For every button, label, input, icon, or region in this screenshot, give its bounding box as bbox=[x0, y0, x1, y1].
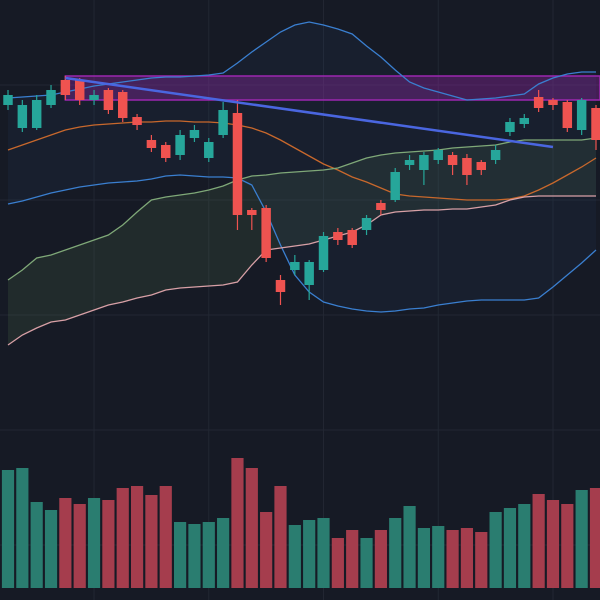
candle-body bbox=[519, 118, 530, 124]
volume-bar bbox=[589, 488, 600, 588]
volume-bar bbox=[346, 530, 359, 588]
candle-body bbox=[505, 122, 515, 132]
candle-body bbox=[117, 92, 128, 118]
candle-body bbox=[548, 100, 558, 105]
candle-body bbox=[132, 117, 142, 125]
candle-body bbox=[3, 95, 13, 105]
candle-body bbox=[533, 97, 544, 108]
volume-bar bbox=[417, 528, 430, 588]
volume-bar bbox=[159, 486, 172, 588]
volume-bar bbox=[331, 538, 344, 588]
volume-bar bbox=[174, 522, 187, 588]
volume-bar bbox=[30, 502, 43, 588]
candle-body bbox=[46, 90, 56, 105]
candle-body bbox=[232, 113, 243, 215]
volume-bar bbox=[188, 524, 201, 588]
volume-bar bbox=[1, 470, 15, 588]
volume-bar bbox=[317, 518, 330, 588]
volume-bar bbox=[217, 518, 230, 588]
volume-bar bbox=[503, 508, 517, 588]
indicator-line bbox=[7, 174, 597, 313]
candle-body bbox=[275, 280, 286, 292]
candle-body bbox=[60, 80, 71, 95]
candle-body bbox=[17, 105, 28, 128]
candle-body bbox=[31, 100, 42, 128]
volume-bar bbox=[245, 468, 258, 588]
volume-bar bbox=[374, 530, 387, 588]
volume-bar bbox=[130, 486, 144, 588]
volume-bar bbox=[303, 520, 316, 588]
candle-body bbox=[462, 158, 472, 175]
candle-body bbox=[419, 155, 429, 170]
volume-bar bbox=[288, 525, 301, 588]
volume-bar bbox=[403, 506, 416, 588]
candle-body bbox=[103, 90, 114, 110]
volume-bar bbox=[446, 530, 459, 588]
candle-body bbox=[390, 172, 400, 200]
volume-bar bbox=[231, 458, 244, 588]
candle-body bbox=[89, 95, 99, 100]
volume-bar bbox=[102, 500, 115, 588]
candle-body bbox=[304, 262, 314, 285]
candle-body bbox=[476, 162, 487, 170]
candle-body bbox=[189, 130, 200, 138]
volume-bar bbox=[116, 488, 129, 588]
candle-body bbox=[376, 203, 386, 210]
candle-body bbox=[404, 160, 415, 165]
candle-body bbox=[347, 230, 357, 245]
volume-bar bbox=[575, 490, 588, 588]
volume-bar bbox=[59, 498, 72, 588]
indicator-line bbox=[7, 120, 597, 201]
candle-body bbox=[161, 145, 171, 158]
candle-body bbox=[261, 208, 271, 258]
volume-bar bbox=[432, 526, 445, 588]
volume-bar bbox=[460, 528, 474, 588]
volume-bar bbox=[518, 504, 531, 588]
volume-bar bbox=[274, 486, 287, 588]
candle-body bbox=[290, 262, 300, 270]
candle-body bbox=[576, 100, 587, 130]
candle-body bbox=[333, 232, 343, 240]
candle-body bbox=[247, 210, 257, 215]
candle-body bbox=[490, 150, 501, 160]
indicator-line bbox=[7, 195, 596, 346]
candle-body bbox=[146, 140, 157, 148]
volume-bar bbox=[87, 498, 101, 588]
trend-line bbox=[65, 76, 554, 149]
candle-body bbox=[447, 155, 458, 165]
candle-body bbox=[361, 218, 372, 230]
candle-body bbox=[218, 110, 228, 135]
volume-bar bbox=[389, 518, 402, 588]
volume-bar bbox=[16, 468, 29, 588]
candle-body bbox=[204, 142, 214, 158]
volume-bar bbox=[260, 512, 273, 588]
volume-bar bbox=[145, 495, 158, 588]
candle-body bbox=[74, 80, 85, 100]
volume-bar bbox=[546, 500, 560, 588]
candle-body bbox=[591, 108, 600, 140]
volume-bar bbox=[475, 532, 488, 588]
volume-bar bbox=[44, 510, 58, 588]
candle-body bbox=[175, 135, 185, 155]
volume-bar bbox=[73, 504, 86, 588]
candle-body bbox=[318, 236, 329, 270]
volume-bar bbox=[360, 538, 373, 588]
candle-body bbox=[433, 150, 443, 160]
candle-body bbox=[562, 102, 573, 128]
volume-bar bbox=[489, 512, 502, 588]
volume-bar bbox=[202, 522, 215, 588]
band-fill bbox=[8, 22, 596, 312]
volume-bar bbox=[532, 494, 545, 588]
zone bbox=[64, 75, 600, 101]
volume-bar bbox=[561, 504, 574, 588]
indicator-line bbox=[7, 137, 597, 281]
